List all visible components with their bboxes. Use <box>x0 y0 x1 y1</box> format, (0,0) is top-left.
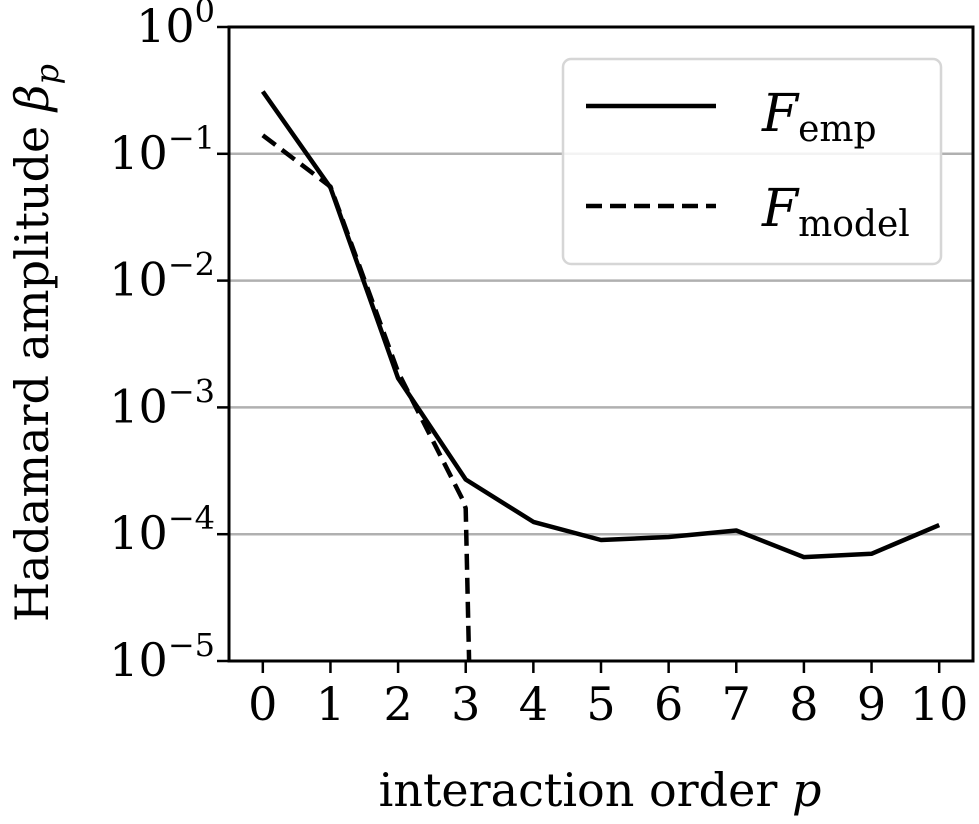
legend-label-emp: Femp <box>761 84 877 150</box>
y-tick-label-base-3: 10 <box>109 379 168 433</box>
y-tick-label-1: 10−1 <box>109 119 215 180</box>
y-tick-label-exp-2: −2 <box>168 246 215 284</box>
legend-box <box>561 57 943 266</box>
y-axis-title: Hadamard amplitude βp <box>5 64 66 622</box>
y-tick-label-base-0: 10 <box>136 0 195 53</box>
x-tick-label-9: 9 <box>857 677 886 731</box>
x-tick-label-1: 1 <box>316 677 345 731</box>
y-tick-label-exp-1: −1 <box>168 119 215 157</box>
y-axis-title-symbol: β <box>5 85 59 114</box>
y-tick-label-base-4: 10 <box>109 506 168 560</box>
y-tick-label-base-2: 10 <box>109 253 168 307</box>
y-tick-label-2: 10−2 <box>109 246 215 307</box>
legend-label-model: Fmodel <box>761 179 910 245</box>
y-axis-title-text: Hadamard amplitude <box>5 111 59 622</box>
x-tick-label-4: 4 <box>519 677 548 731</box>
y-tick-label-exp-3: −3 <box>168 372 215 410</box>
y-tick-label-0: 100 <box>136 0 215 53</box>
y-axis-title-subscript: p <box>28 64 66 84</box>
x-axis-title: interaction order p <box>379 763 822 817</box>
x-tick-label-2: 2 <box>383 677 412 731</box>
x-tick-label-10: 10 <box>910 677 969 731</box>
x-tick-label-5: 5 <box>586 677 615 731</box>
x-axis-title-symbol: p <box>792 763 821 817</box>
series-line-model <box>261 133 472 662</box>
legend-label-model-sub: model <box>798 204 910 245</box>
y-tick-label-base-5: 10 <box>109 633 168 687</box>
x-tick-label-8: 8 <box>789 677 818 731</box>
y-tick-label-exp-4: −4 <box>168 499 215 537</box>
y-tick-label-exp-0: 0 <box>195 0 215 30</box>
x-tick-label-3: 3 <box>451 677 480 731</box>
legend-label-model-main: F <box>761 179 800 239</box>
series-lines <box>260 90 941 662</box>
x-tick-label-7: 7 <box>722 677 751 731</box>
legend: Femp Fmodel <box>561 57 943 266</box>
y-tick-label-exp-5: −5 <box>168 626 215 664</box>
y-tick-label-4: 10−4 <box>109 499 215 560</box>
legend-label-emp-main: F <box>761 84 800 144</box>
legend-label-emp-sub: emp <box>798 109 877 150</box>
x-axis-title-text: interaction order <box>379 763 792 817</box>
x-tick-label-0: 0 <box>248 677 277 731</box>
y-tick-label-base-1: 10 <box>109 126 168 180</box>
y-tick-label-5: 10−5 <box>109 626 215 687</box>
y-tick-label-3: 10−3 <box>109 372 215 433</box>
x-tick-label-6: 6 <box>654 677 683 731</box>
